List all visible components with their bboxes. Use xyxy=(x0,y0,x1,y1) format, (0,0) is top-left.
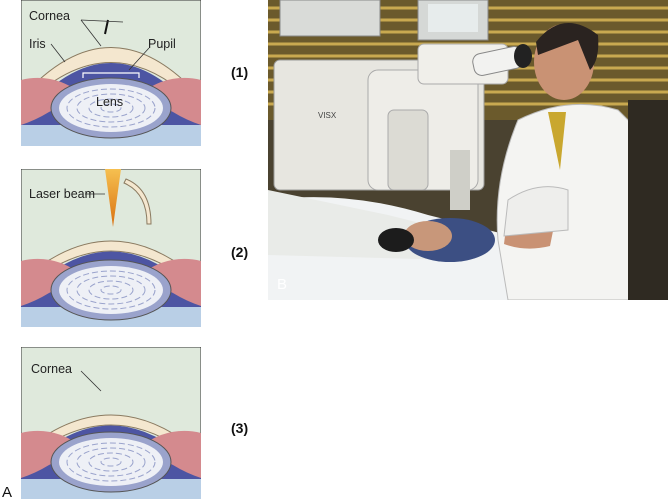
patient-face xyxy=(404,221,452,251)
step-number-2: (2) xyxy=(231,244,249,260)
panel-b-letter: B xyxy=(277,276,288,293)
monitor-left xyxy=(279,0,381,37)
doctor xyxy=(496,23,668,300)
laser-machine: VISX xyxy=(273,43,509,210)
pupil-label: Pupil xyxy=(148,37,176,51)
cornea-label: Cornea xyxy=(29,9,70,23)
laser-beam xyxy=(105,169,121,227)
step-number-3: (3) xyxy=(231,420,249,436)
laser-beam-label: Laser beam xyxy=(29,187,95,201)
iris-label: Iris xyxy=(29,37,46,51)
laser-surgery-photo: VISX B xyxy=(268,0,668,300)
cornea-label-step-3: Cornea xyxy=(31,362,72,376)
svg-text:VISX: VISX xyxy=(318,111,337,120)
eye-diagram-step-2: Laser beam xyxy=(21,169,201,327)
panel-a-letter: A xyxy=(2,484,13,501)
eye-diagram-step-1: Cornea Iris Pupil Lens xyxy=(21,0,201,146)
corneal-flap xyxy=(123,178,152,225)
cornea xyxy=(21,47,201,110)
microscope xyxy=(472,44,532,76)
eye-diagram-step-3: Cornea xyxy=(21,347,201,499)
lens-label: Lens xyxy=(96,95,123,109)
step-number-1: (1) xyxy=(231,64,249,80)
